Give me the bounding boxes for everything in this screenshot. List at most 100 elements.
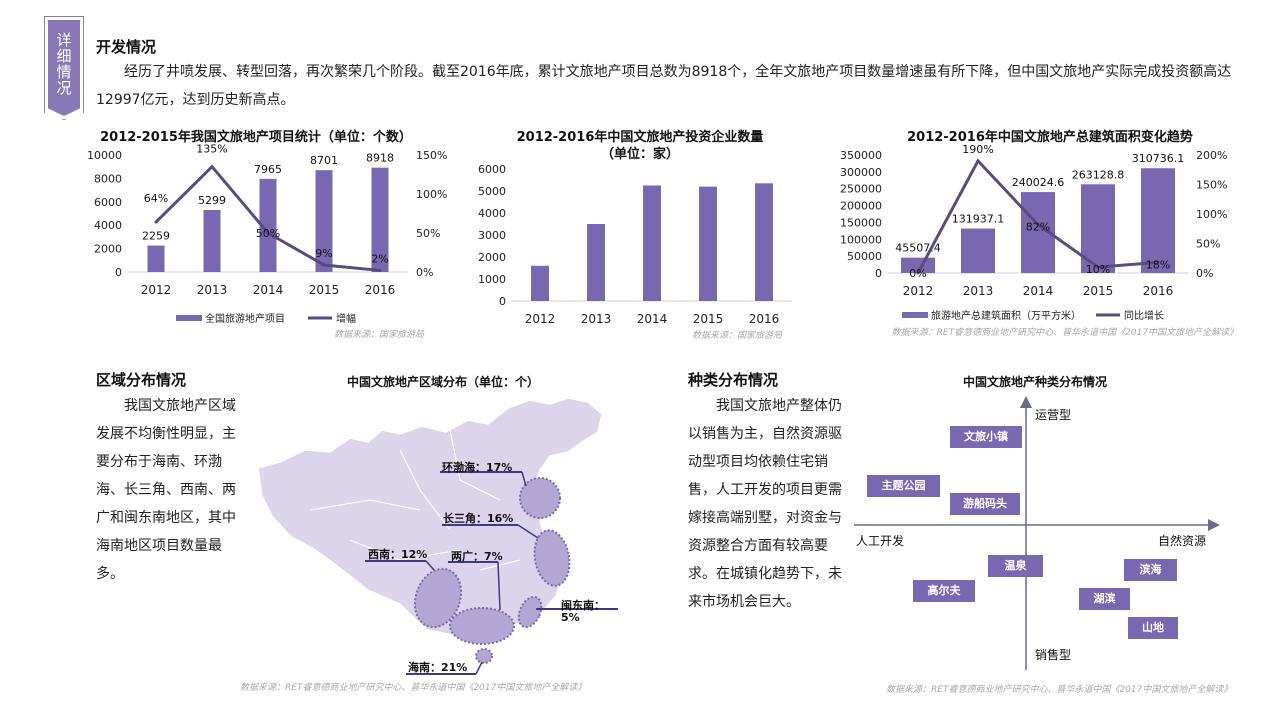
investment-companies-chart: 6000 5000 4000 3000 2000 1000 0 2012 2013 2014 201… (478, 163, 792, 341)
x-tick-label: 2015 (309, 283, 340, 297)
y-tick-label: 4000 (94, 219, 122, 232)
y-tick-label: 100000 (840, 233, 882, 246)
x-tick-label: 2013 (581, 312, 612, 326)
y-tick-label: 1000 (478, 273, 506, 286)
x-tick-label: 2014 (1023, 284, 1054, 298)
bar (755, 183, 773, 301)
chart1-title: 2012-2015年我国文旅地产项目统计（单位：个数） (100, 130, 412, 145)
map-label-liangguang: 两广：7% (451, 550, 503, 563)
chart2-subtitle: （单位：家） (600, 147, 679, 162)
map-label-changsanjiao: 长三角：16% (443, 512, 514, 525)
quadrant-title: 中国文旅地产种类分布情况 (962, 375, 1107, 389)
growth-point (378, 268, 382, 272)
y2-tick-label: 200% (1196, 149, 1227, 162)
y2-tick-label: 50% (1196, 238, 1220, 251)
x-tick-label: 2013 (963, 284, 994, 298)
y2-tick-label: 0% (1196, 267, 1213, 280)
quadrant-axes (854, 396, 1220, 670)
bar (961, 228, 995, 273)
item-zhuti: 主题公园 (867, 475, 940, 497)
growth-point (916, 271, 920, 275)
y-tick-label: 350000 (840, 149, 882, 162)
item-binhai: 滨海 (1124, 559, 1177, 581)
growth-value-label: 50% (256, 227, 280, 240)
y-tick-label: 50000 (847, 250, 882, 263)
bar (531, 265, 549, 301)
growth-point (154, 220, 158, 224)
type-paragraph: 我国文旅地产整体仍以销售为主，自然资源驱动型项目均依赖住宅销售，人工开发的项目更… (688, 398, 842, 610)
y2-tick-label: 100% (416, 188, 447, 201)
development-paragraph: 经历了井喷发展、转型回落，再次繁荣几个阶段。截至2016年底，累计文旅地产项目总… (96, 64, 1232, 108)
quadrant-source: 数据来源：RET睿意德商业地产研究中心、普华永道中国《2017中国文旅地产全解读… (886, 685, 1233, 695)
x-tick-label: 2012 (903, 284, 934, 298)
bar (259, 178, 277, 272)
y-tick-label: 0 (875, 267, 882, 280)
map-label-mindongnan-pct: 5% (561, 611, 580, 624)
y-tick-label: 8000 (94, 172, 122, 185)
y-tick-label: 0 (115, 266, 122, 279)
growth-point (1096, 265, 1100, 269)
x-tick-label: 2014 (637, 312, 668, 326)
x-tick-label: 2012 (141, 283, 172, 297)
changsanjiao-region (533, 529, 571, 587)
y-tick-label: 150000 (840, 216, 882, 229)
legend-bar-swatch (902, 312, 928, 318)
x-tick-label: 2015 (1083, 284, 1114, 298)
growth-point (266, 231, 270, 235)
hainan-region (475, 648, 493, 664)
chart3-title: 2012-2016年中国文旅地产总建筑面积变化趋势 (907, 130, 1193, 145)
axis-top-label: 运营型 (1035, 408, 1072, 422)
badge-char: 详 (56, 31, 72, 49)
y2-tick-label: 50% (416, 227, 440, 240)
map-label-hainan: 海南：21% (408, 661, 468, 674)
y-tick-label: 200000 (840, 200, 882, 213)
legend-line-label: 同比增长 (1124, 309, 1164, 322)
mindongnan-region (517, 595, 543, 629)
growth-point (976, 159, 980, 163)
y-tick-label: 4000 (478, 207, 506, 220)
badge-char: 况 (56, 79, 72, 97)
map-source: 数据来源：RET睿意德商业地产研究中心、普华永道中国《2017中国文旅地产全解读… (240, 683, 587, 693)
x-tick-label: 2013 (197, 283, 228, 297)
bar-value-label: 240024.6 (1012, 176, 1065, 189)
bar-value-label: 8701 (310, 154, 338, 167)
x-tick-label: 2016 (365, 283, 396, 297)
china-map (257, 397, 618, 675)
growth-value-label: 10% (1086, 263, 1110, 276)
growth-value-label: 9% (315, 247, 332, 260)
item-youchuan: 游船码头 (950, 493, 1020, 515)
liangguang-region (449, 607, 515, 645)
map-label-xinan: 西南：12% (368, 548, 428, 561)
y2-tick-label: 150% (1196, 179, 1227, 192)
y-tick-label: 6000 (94, 196, 122, 209)
badge-char: 细 (56, 47, 72, 65)
bar-value-label: 310736.1 (1132, 152, 1185, 165)
y-tick-label: 300000 (840, 166, 882, 179)
x-tick-label: 2016 (749, 312, 780, 326)
bar-value-label: 2259 (142, 230, 170, 243)
bar-value-label: 131937.1 (952, 213, 1005, 226)
item-gaoerfu: 高尔夫 (913, 580, 975, 602)
legend-bar-swatch (176, 315, 202, 321)
y-tick-label: 250000 (840, 183, 882, 196)
y-tick-label: 6000 (478, 163, 506, 176)
map-title: 中国文旅地产区域分布（单位：个） (346, 375, 539, 389)
bar-value-label: 5299 (198, 194, 226, 207)
growth-point (322, 263, 326, 267)
bar (643, 185, 661, 301)
x-tick-label: 2015 (693, 312, 724, 326)
map-label-mindongnan: 闽东南： (561, 599, 605, 612)
item-wenquan: 温泉 (988, 555, 1043, 577)
region-paragraph: 我国文旅地产区域发展不均衡性明显，主要分布于海南、环渤海、长三角、西南、两广和闽… (96, 398, 236, 582)
y2-tick-label: 150% (416, 149, 447, 162)
bar-value-label: 7965 (254, 163, 282, 176)
y-tick-label: 2000 (94, 243, 122, 256)
badge-char: 情 (56, 63, 72, 81)
bar (315, 170, 333, 272)
type-title: 种类分布情况 (688, 371, 779, 389)
item-hubin: 湖滨 (1079, 588, 1130, 610)
growth-value-label: 82% (1026, 221, 1050, 234)
y-tick-label: 5000 (478, 185, 506, 198)
y-tick-label: 10000 (87, 149, 122, 162)
bar (1141, 168, 1175, 273)
